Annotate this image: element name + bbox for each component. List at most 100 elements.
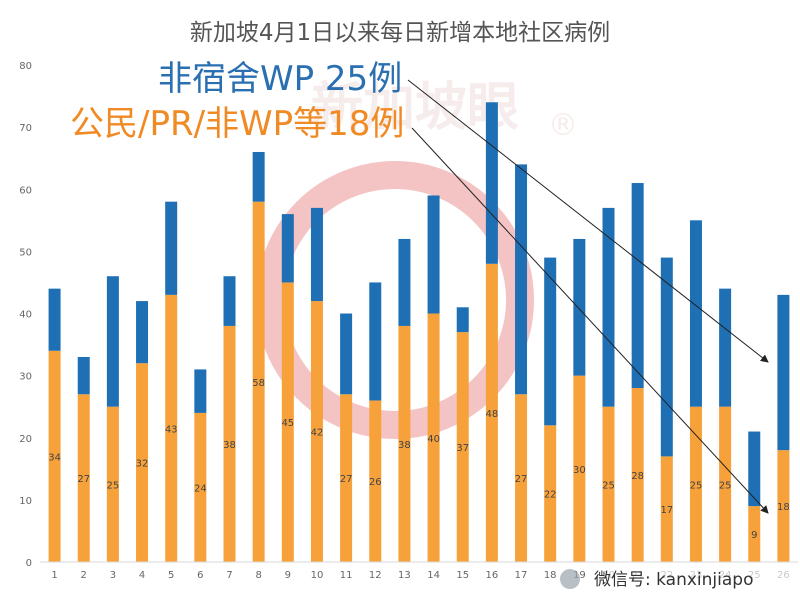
bar-segment-top bbox=[165, 201, 178, 295]
bar-segment-top bbox=[485, 102, 498, 264]
bar-segment-top bbox=[748, 431, 761, 507]
bar-segment-top bbox=[456, 307, 469, 333]
x-tick-label: 9 bbox=[285, 570, 291, 581]
bar-segment-bottom bbox=[456, 332, 469, 562]
data-label-bottom: 25 bbox=[602, 480, 615, 491]
bar-segment-bottom bbox=[194, 412, 207, 562]
bar-segment-top bbox=[719, 288, 732, 407]
data-label-bottom: 25 bbox=[690, 480, 703, 491]
bar-segment-bottom bbox=[252, 201, 265, 563]
bar-segment-top bbox=[340, 313, 353, 395]
x-tick-label: 2 bbox=[81, 570, 87, 581]
y-tick-label: 80 bbox=[19, 61, 32, 72]
x-tick-label: 11 bbox=[340, 570, 353, 581]
data-label-bottom: 27 bbox=[340, 474, 353, 485]
y-tick-label: 70 bbox=[19, 123, 32, 134]
data-label-bottom: 38 bbox=[223, 440, 236, 451]
bar-segment-bottom bbox=[689, 406, 702, 562]
x-tick-label: 12 bbox=[369, 570, 382, 581]
bar-segment-bottom bbox=[777, 450, 790, 562]
data-label-bottom: 32 bbox=[136, 459, 149, 470]
bar-segment-top bbox=[777, 294, 790, 451]
bar-segment-bottom bbox=[660, 456, 673, 562]
data-label-bottom: 9 bbox=[751, 530, 757, 541]
footer-bg bbox=[588, 563, 793, 593]
data-label-bottom: 25 bbox=[107, 480, 120, 491]
bar-segment-top bbox=[106, 276, 119, 407]
y-tick-label: 40 bbox=[19, 310, 32, 321]
data-label-bottom: 18 bbox=[777, 502, 790, 513]
bar-segment-top bbox=[310, 207, 323, 302]
bar-segment-bottom bbox=[719, 406, 732, 562]
bar-segment-bottom bbox=[48, 350, 61, 562]
bar-segment-bottom bbox=[165, 294, 178, 562]
bar-segment-bottom bbox=[427, 313, 440, 562]
x-tick-label: 5 bbox=[168, 570, 174, 581]
annotation-citizens-pr: 公民/PR/非WP等18例 bbox=[70, 104, 404, 144]
y-tick-label: 50 bbox=[19, 247, 32, 258]
bar-segment-bottom bbox=[369, 400, 382, 562]
bar-segment-bottom bbox=[602, 406, 615, 562]
bar-segment-top bbox=[427, 195, 440, 314]
watermark-text: 新加坡眼 bbox=[311, 78, 519, 138]
data-label-bottom: 37 bbox=[456, 443, 469, 454]
x-tick-label: 15 bbox=[456, 570, 469, 581]
y-tick-label: 30 bbox=[19, 372, 32, 383]
x-tick-label: 14 bbox=[427, 570, 440, 581]
annotation-non-dorm-wp: 非宿舍WP 25例 bbox=[158, 59, 402, 99]
data-label-bottom: 27 bbox=[515, 474, 528, 485]
x-tick-label: 3 bbox=[110, 570, 116, 581]
y-tick-label: 60 bbox=[19, 185, 32, 196]
bar-segment-top bbox=[602, 207, 615, 407]
data-label-bottom: 26 bbox=[369, 477, 382, 488]
bar-segment-bottom bbox=[485, 263, 498, 562]
bar-segment-top bbox=[194, 369, 207, 413]
x-tick-label: 17 bbox=[515, 570, 528, 581]
data-label-bottom: 58 bbox=[252, 378, 265, 389]
x-tick-label: 1 bbox=[51, 570, 57, 581]
bar-segment-bottom bbox=[544, 425, 557, 562]
x-tick-label: 4 bbox=[139, 570, 145, 581]
y-axis: 0 10 20 30 40 50 60 70 80 bbox=[19, 61, 32, 569]
data-label-bottom: 45 bbox=[281, 418, 294, 429]
data-label-bottom: 22 bbox=[544, 490, 557, 501]
data-label-bottom: 43 bbox=[165, 424, 178, 435]
bar-segment-bottom bbox=[398, 325, 411, 562]
y-tick-label: 20 bbox=[19, 434, 32, 445]
data-label-bottom: 28 bbox=[631, 471, 644, 482]
bar-segment-top bbox=[544, 257, 557, 426]
bar-segment-top bbox=[223, 276, 236, 326]
bar-segment-bottom bbox=[748, 506, 761, 562]
bar-segment-top bbox=[515, 164, 528, 395]
bar-segment-bottom bbox=[631, 388, 644, 562]
x-tick-label: 6 bbox=[197, 570, 203, 581]
y-tick-label: 0 bbox=[26, 558, 32, 569]
bar-segment-top bbox=[281, 214, 294, 283]
bar-segment-top bbox=[631, 183, 644, 389]
bar-segment-bottom bbox=[310, 301, 323, 562]
data-label-bottom: 30 bbox=[573, 465, 586, 476]
data-label-bottom: 34 bbox=[48, 452, 61, 463]
x-tick-label: 18 bbox=[544, 570, 557, 581]
bar-segment-bottom bbox=[515, 394, 528, 562]
data-label-bottom: 25 bbox=[719, 480, 732, 491]
watermark-ring bbox=[256, 161, 534, 439]
bar-segment-top bbox=[398, 238, 411, 326]
arrow-non-dorm-wp bbox=[407, 79, 769, 363]
data-label-bottom: 48 bbox=[486, 409, 499, 420]
x-tick-label: 7 bbox=[226, 570, 232, 581]
chart-title: 新加坡4月1日以来每日新增本地社区病例 bbox=[190, 20, 610, 46]
bar-segment-top bbox=[573, 238, 586, 376]
arrow-citizens-pr bbox=[411, 127, 769, 514]
footer-text: 微信号: kanxinjiapo bbox=[594, 570, 753, 590]
y-tick-label: 10 bbox=[19, 496, 32, 507]
bar-segment-bottom bbox=[340, 394, 353, 562]
bars: 34 27 25 32 43 24 38 58 45 42 27 26 38 40 37 48 27 22 30 25… bbox=[48, 102, 790, 563]
watermark-registered: ® bbox=[548, 108, 578, 143]
data-label-bottom: 40 bbox=[427, 434, 440, 445]
bar-segment-top bbox=[136, 301, 149, 364]
bar-segment-bottom bbox=[136, 363, 149, 562]
data-label-bottom: 38 bbox=[398, 440, 411, 451]
bar-segment-top bbox=[77, 356, 90, 395]
